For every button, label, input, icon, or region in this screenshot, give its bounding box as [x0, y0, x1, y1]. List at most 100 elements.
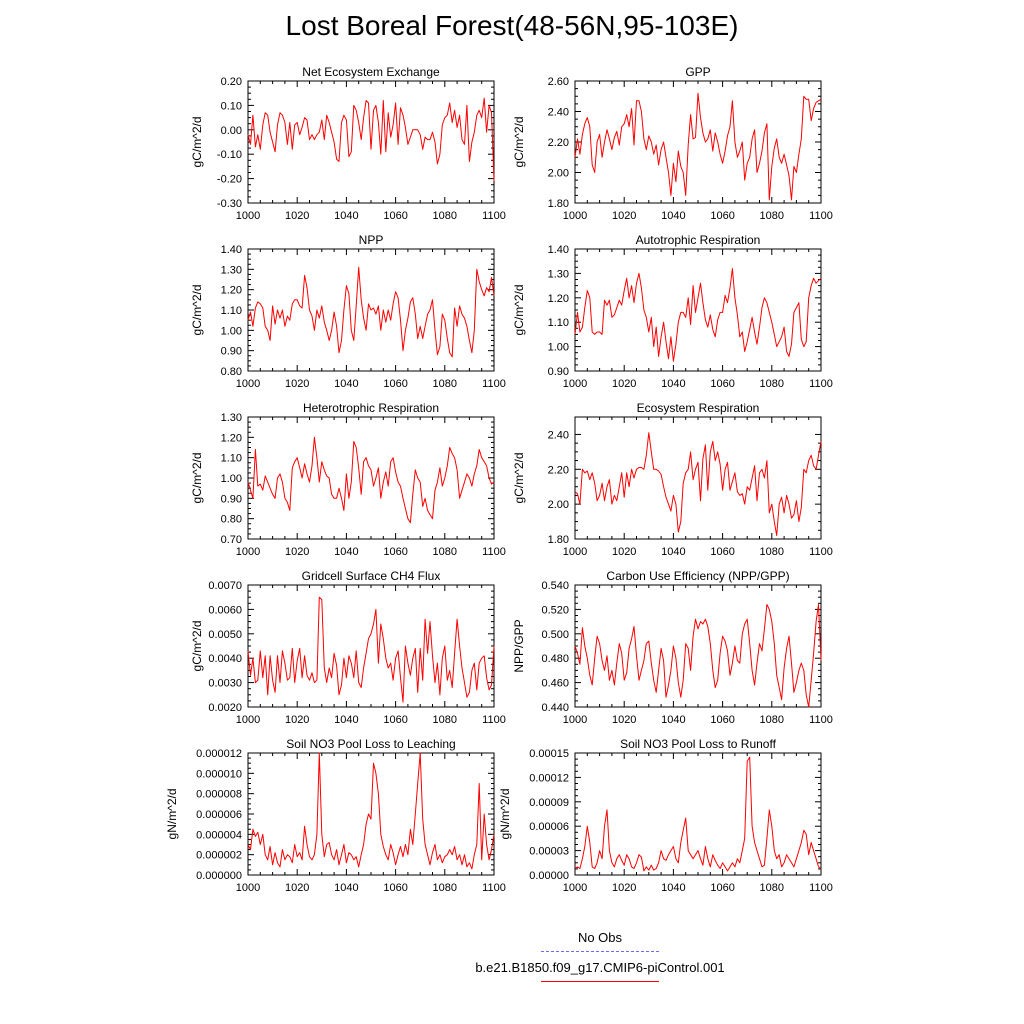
panel-8: Carbon Use Efficiency (NPP/GPP) NPP/GPP 0.… [512, 569, 833, 726]
panel-6: Ecosystem Respiration gC/m^2/d 1.80 2.00 2.2… [512, 401, 833, 558]
y-tick-label: 0.80 [221, 514, 242, 526]
y-tick-label: 2.20 [548, 464, 569, 476]
y-axis-label: gN/m^2/d [165, 789, 179, 840]
series-line-1 [247, 596, 495, 703]
panel-3: NPP gC/m^2/d 0.80 0.90 1.00 1.10 1.20 1.30 1.40 1… [190, 233, 506, 390]
panel-title: NPP [359, 233, 384, 247]
y-tick-label: 0.540 [541, 580, 569, 592]
x-tick-label: 1040 [661, 546, 685, 558]
x-tick-label: 1060 [383, 882, 407, 894]
series-line-1 [574, 756, 822, 872]
x-tick-label: 1040 [334, 210, 358, 222]
x-tick-label: 1000 [563, 546, 587, 558]
x-tick-label: 1100 [482, 882, 506, 894]
y-tick-label: 0.90 [221, 493, 242, 505]
y-tick-label: 1.00 [548, 342, 569, 354]
series-line-1 [247, 752, 495, 870]
legend-line-model [541, 981, 659, 982]
y-tick-label: 1.00 [221, 325, 242, 337]
legend-line-obs [541, 951, 659, 952]
x-tick-label: 1080 [760, 882, 784, 894]
panel-2: GPP gC/m^2/d 1.80 2.00 2.20 2.40 2.60 1000 1020 1… [512, 65, 833, 222]
x-tick-label: 1040 [334, 882, 358, 894]
panel-title: Carbon Use Efficiency (NPP/GPP) [606, 569, 789, 583]
y-axis-label: gC/m^2/d [190, 117, 204, 168]
y-tick-label: 0.00009 [529, 797, 569, 809]
x-tick-label: 1000 [236, 210, 260, 222]
y-tick-label: 1.10 [548, 317, 569, 329]
y-axis-label: gC/m^2/d [512, 285, 526, 336]
x-tick-label: 1060 [710, 210, 734, 222]
x-tick-label: 1080 [433, 714, 457, 726]
y-tick-label: 0.000010 [196, 768, 242, 780]
panel-title: Gridcell Surface CH4 Flux [302, 569, 441, 583]
x-tick-label: 1000 [563, 378, 587, 390]
panel-title: Autotrophic Respiration [636, 233, 761, 247]
x-tick-label: 1100 [809, 882, 833, 894]
y-tick-label: -0.30 [217, 198, 242, 210]
y-tick-label: 0.000008 [196, 789, 242, 801]
y-tick-label: -0.10 [217, 149, 242, 161]
panel-title: Net Ecosystem Exchange [302, 65, 440, 79]
panel-1: Net Ecosystem Exchange gC/m^2/d -0.30 -0.20… [190, 65, 506, 222]
x-tick-label: 1060 [383, 546, 407, 558]
y-tick-label: 2.00 [548, 168, 569, 180]
x-tick-label: 1040 [334, 378, 358, 390]
legend-item-model: b.e21.B1850.f09_g17.CMIP6-piControl.001 [430, 960, 770, 990]
x-tick-label: 1060 [710, 378, 734, 390]
y-tick-label: 1.30 [221, 264, 242, 276]
x-tick-label: 1080 [433, 546, 457, 558]
x-tick-label: 1060 [383, 210, 407, 222]
panel-title: Soil NO3 Pool Loss to Runoff [620, 737, 777, 751]
panel-frame [574, 248, 822, 372]
x-tick-label: 1020 [285, 210, 309, 222]
x-tick-label: 1000 [236, 714, 260, 726]
x-tick-label: 1060 [710, 546, 734, 558]
y-tick-label: 0.0040 [208, 653, 242, 665]
y-tick-label: 0.0030 [208, 678, 242, 690]
x-tick-label: 1020 [285, 882, 309, 894]
x-tick-label: 1100 [482, 714, 506, 726]
series-line-1 [574, 268, 822, 362]
y-axis-label: gC/m^2/d [190, 453, 204, 504]
x-tick-label: 1000 [236, 882, 260, 894]
y-tick-label: 0.00012 [529, 772, 569, 784]
y-tick-label: 1.10 [221, 305, 242, 317]
series-line-1 [574, 604, 822, 708]
y-tick-label: 0.90 [221, 346, 242, 358]
y-tick-label: 0.000002 [196, 850, 242, 862]
y-tick-label: 0.000012 [196, 748, 242, 760]
series-line-1 [247, 97, 495, 182]
y-tick-label: 2.40 [548, 107, 569, 119]
y-tick-label: 1.20 [548, 293, 569, 305]
panel-5: Heterotrophic Respiration gC/m^2/d 0.70 0.8… [190, 401, 506, 558]
x-tick-label: 1060 [710, 882, 734, 894]
panel-10: Soil NO3 Pool Loss to Runoff gN/m^2/d 0.00… [498, 737, 833, 894]
x-tick-label: 1060 [383, 714, 407, 726]
legend: No Obs b.e21.B1850.f09_g17.CMIP6-piContr… [430, 930, 770, 990]
x-tick-label: 1020 [612, 210, 636, 222]
y-axis-label: NPP/GPP [512, 619, 526, 672]
y-tick-label: 0.00000 [529, 870, 569, 882]
y-tick-label: 0.20 [221, 76, 242, 88]
y-tick-label: 2.40 [548, 429, 569, 441]
x-tick-label: 1100 [809, 378, 833, 390]
x-tick-label: 1040 [661, 210, 685, 222]
y-tick-label: 0.00006 [529, 821, 569, 833]
x-tick-label: 1100 [809, 546, 833, 558]
y-tick-label: 1.30 [221, 412, 242, 424]
y-tick-label: 1.30 [548, 268, 569, 280]
x-tick-label: 1020 [612, 882, 636, 894]
series-line-1 [247, 266, 495, 358]
x-tick-label: 1100 [809, 210, 833, 222]
x-tick-label: 1020 [612, 546, 636, 558]
x-tick-label: 1060 [710, 714, 734, 726]
y-tick-label: 1.80 [548, 534, 569, 546]
panel-9: Soil NO3 Pool Loss to Leaching gN/m^2/d 0.… [165, 737, 506, 894]
y-axis-label: gN/m^2/d [498, 789, 512, 840]
y-tick-label: 1.20 [221, 432, 242, 444]
y-tick-label: 0.00 [221, 125, 242, 137]
y-tick-label: 0.460 [541, 678, 569, 690]
x-tick-label: 1020 [285, 378, 309, 390]
y-axis-label: gC/m^2/d [190, 285, 204, 336]
